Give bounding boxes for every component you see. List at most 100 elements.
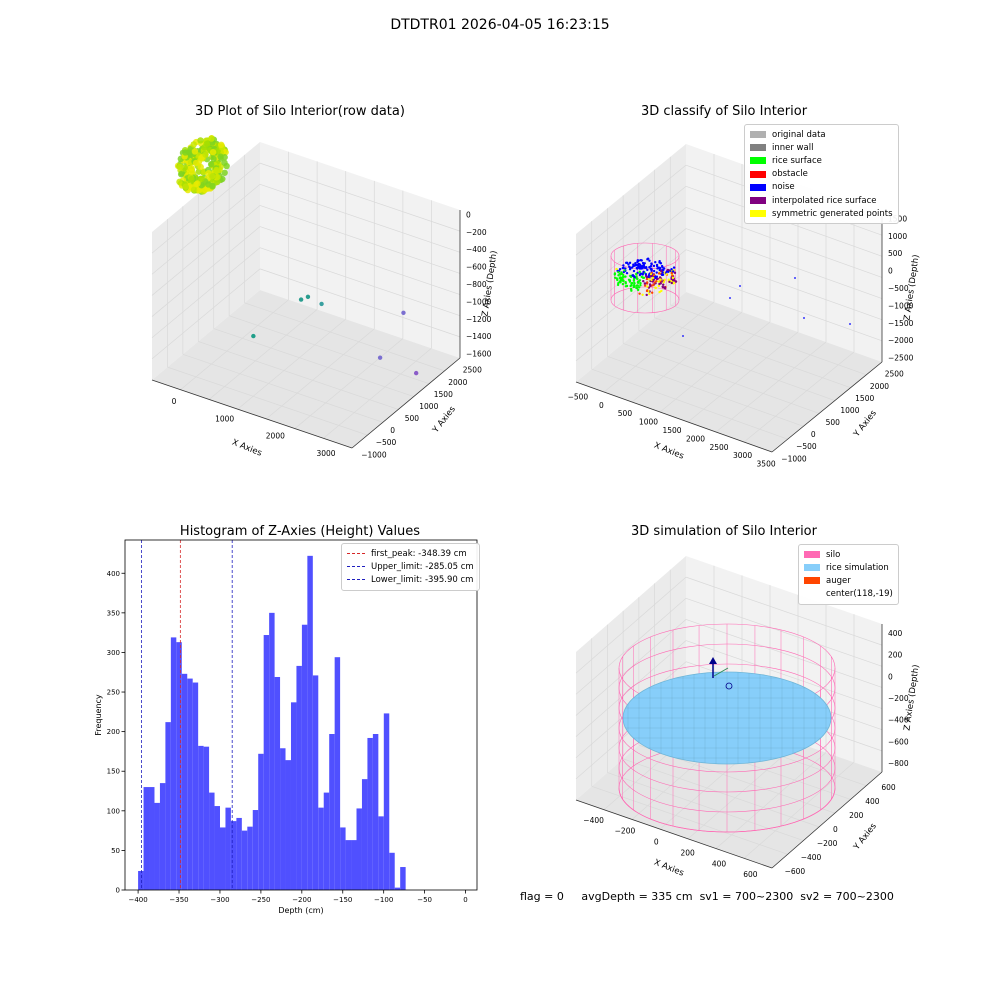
classified-point bbox=[655, 279, 658, 283]
classified-point bbox=[640, 275, 643, 279]
classified-point bbox=[659, 280, 662, 283]
z-tick-label: −2500 bbox=[888, 354, 914, 363]
y-tick-label: 200 bbox=[107, 728, 120, 736]
y-tick-label: 150 bbox=[107, 768, 120, 776]
histogram-bar bbox=[351, 840, 357, 890]
histogram-bar bbox=[356, 808, 362, 890]
classified-point bbox=[652, 283, 655, 287]
z-tick-label: 400 bbox=[888, 629, 903, 638]
back-gridline bbox=[685, 619, 883, 688]
y-tick-label: 1500 bbox=[855, 394, 874, 403]
classified-point bbox=[652, 273, 656, 277]
raw-plot-title: 3D Plot of Silo Interior(row data) bbox=[195, 104, 405, 119]
legend-line bbox=[347, 566, 365, 568]
x-tick-label: 3000 bbox=[316, 449, 335, 458]
histogram-bar bbox=[214, 806, 220, 890]
histogram-bar bbox=[400, 867, 406, 890]
x-tick-label: −200 bbox=[615, 827, 636, 836]
back-gridline bbox=[685, 228, 883, 299]
floor-gridline bbox=[654, 317, 851, 389]
classified-point bbox=[624, 267, 627, 270]
noise-point bbox=[803, 317, 805, 319]
x-axis-line bbox=[151, 379, 353, 449]
floor-gridline bbox=[294, 338, 404, 429]
back-gridline bbox=[685, 270, 883, 342]
y-tick-label: 0 bbox=[390, 426, 395, 435]
classified-point bbox=[638, 292, 641, 295]
histogram-bar bbox=[241, 830, 248, 890]
surface-point bbox=[190, 186, 198, 193]
histogram-bar bbox=[198, 745, 204, 890]
histogram-bar bbox=[340, 827, 346, 890]
histogram-bar bbox=[187, 678, 193, 890]
classified-point bbox=[658, 266, 662, 270]
classified-point bbox=[622, 275, 625, 279]
surface-point bbox=[201, 186, 209, 194]
y-tick-label: 500 bbox=[405, 414, 420, 423]
classified-point bbox=[636, 260, 639, 264]
classified-point bbox=[672, 266, 676, 269]
x-tick-label: 0 bbox=[599, 401, 604, 410]
classified-point bbox=[622, 264, 625, 267]
x-axis-line bbox=[575, 799, 773, 869]
classified-point bbox=[630, 266, 634, 269]
surface-point bbox=[198, 175, 205, 182]
left-gridline bbox=[151, 205, 261, 296]
classified-point bbox=[629, 284, 632, 288]
histogram-bar bbox=[143, 787, 150, 890]
histogram-bar bbox=[296, 665, 302, 890]
x-tick-label: −50 bbox=[417, 896, 432, 904]
y-tick-label: 350 bbox=[107, 609, 120, 617]
z-tick-label: 1000 bbox=[888, 232, 907, 241]
classified-point bbox=[670, 271, 673, 275]
z-tick-label: 0 bbox=[888, 267, 893, 276]
legend-item-interpolated-rice-surface: interpolated rice surface bbox=[750, 194, 893, 207]
sv2-text: sv2 = 700~2300 bbox=[800, 890, 894, 903]
classified-point bbox=[640, 264, 644, 268]
left-gridline bbox=[575, 186, 687, 277]
surface-point bbox=[177, 171, 185, 178]
legend-line bbox=[347, 553, 365, 555]
back-gridline bbox=[685, 597, 883, 667]
classified-point bbox=[635, 266, 639, 270]
y-axis-label: Frequency bbox=[94, 694, 103, 736]
legend-line bbox=[347, 579, 365, 581]
histogram-bar bbox=[165, 722, 171, 890]
surface-point bbox=[197, 163, 204, 171]
z-tick-label: −1400 bbox=[466, 332, 492, 341]
x-tick-label: −400 bbox=[583, 816, 604, 825]
classified-point bbox=[667, 270, 670, 274]
x-tick-label: 500 bbox=[618, 409, 633, 418]
classified-point bbox=[615, 267, 618, 271]
left-gridline bbox=[575, 270, 687, 362]
classified-point bbox=[648, 265, 651, 269]
classified-point bbox=[643, 284, 647, 287]
histogram-bar bbox=[176, 642, 182, 890]
x-tick-label: −150 bbox=[333, 896, 352, 904]
classified-point bbox=[628, 280, 632, 283]
z-tick-label: −1500 bbox=[888, 319, 914, 328]
left-gridline bbox=[151, 268, 261, 360]
classified-point bbox=[663, 278, 666, 282]
legend-swatch bbox=[750, 170, 766, 178]
classified-point bbox=[641, 273, 644, 276]
classified-point bbox=[660, 289, 663, 293]
y-axis-line bbox=[771, 771, 883, 869]
x-tick-label: −100 bbox=[374, 896, 393, 904]
histogram-bar bbox=[181, 673, 188, 890]
surface-point bbox=[219, 175, 226, 183]
z-tick-label: −2000 bbox=[888, 336, 914, 345]
x-tick-label: −200 bbox=[292, 896, 311, 904]
classified-point bbox=[642, 276, 646, 279]
surface-point bbox=[182, 183, 189, 190]
surface-point bbox=[176, 178, 183, 186]
classified-point bbox=[646, 281, 649, 284]
classified-point bbox=[642, 279, 645, 283]
classified-point bbox=[617, 270, 620, 274]
classified-point bbox=[636, 288, 640, 292]
z-tick-label: 200 bbox=[888, 651, 903, 660]
surface-point bbox=[209, 148, 217, 156]
avg-depth-text: avgDepth = 335 cm bbox=[581, 890, 693, 903]
classified-point bbox=[621, 273, 625, 277]
classified-point bbox=[640, 267, 643, 270]
